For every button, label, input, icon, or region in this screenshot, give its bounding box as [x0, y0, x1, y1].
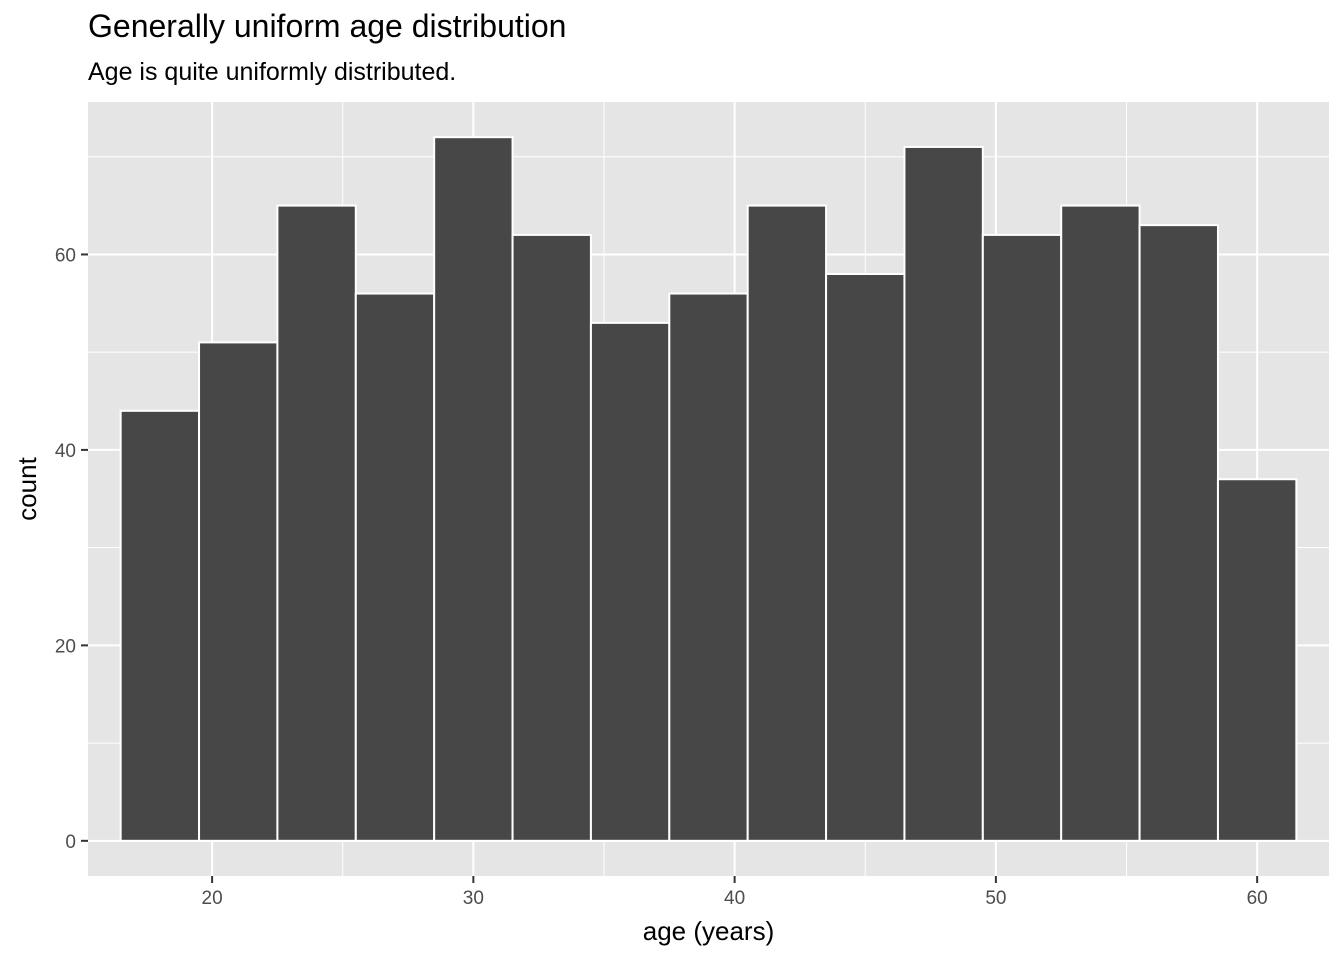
y-tick-label: 60 — [55, 245, 76, 266]
x-tick-label: 40 — [724, 888, 745, 909]
y-tick-label: 20 — [55, 636, 76, 657]
x-tick-label: 20 — [202, 888, 223, 909]
chart-subtitle: Age is quite uniformly distributed. — [88, 58, 457, 86]
chart-title: Generally uniform age distribution — [88, 8, 567, 44]
histogram-bars — [119, 136, 1298, 842]
histogram-bar — [1216, 478, 1298, 842]
histogram-bar — [589, 321, 671, 842]
histogram-bar — [746, 204, 828, 842]
y-axis-title: count — [12, 456, 42, 520]
histogram-bar — [1060, 204, 1141, 842]
histogram-bar — [903, 145, 984, 842]
histogram-bar — [354, 292, 436, 842]
histogram-bar — [198, 341, 279, 842]
histogram-bar — [119, 409, 201, 842]
histogram-bar — [1138, 224, 1219, 842]
x-tick-label: 50 — [985, 888, 1006, 909]
y-tick-label: 40 — [55, 441, 76, 462]
x-tick-label: 30 — [463, 888, 484, 909]
x-tick-label: 60 — [1247, 888, 1268, 909]
histogram-bar — [825, 273, 906, 842]
x-axis: 20 30 40 50 60 — [202, 876, 1268, 909]
histogram-bar — [511, 233, 592, 842]
x-axis-title: age (years) — [643, 916, 775, 946]
histogram-bar — [981, 233, 1063, 842]
y-tick-label: 0 — [65, 832, 76, 853]
histogram-bar — [276, 204, 357, 842]
histogram-bar — [668, 292, 749, 842]
y-axis: 0 20 40 60 — [55, 245, 88, 853]
histogram-bar — [433, 136, 514, 842]
